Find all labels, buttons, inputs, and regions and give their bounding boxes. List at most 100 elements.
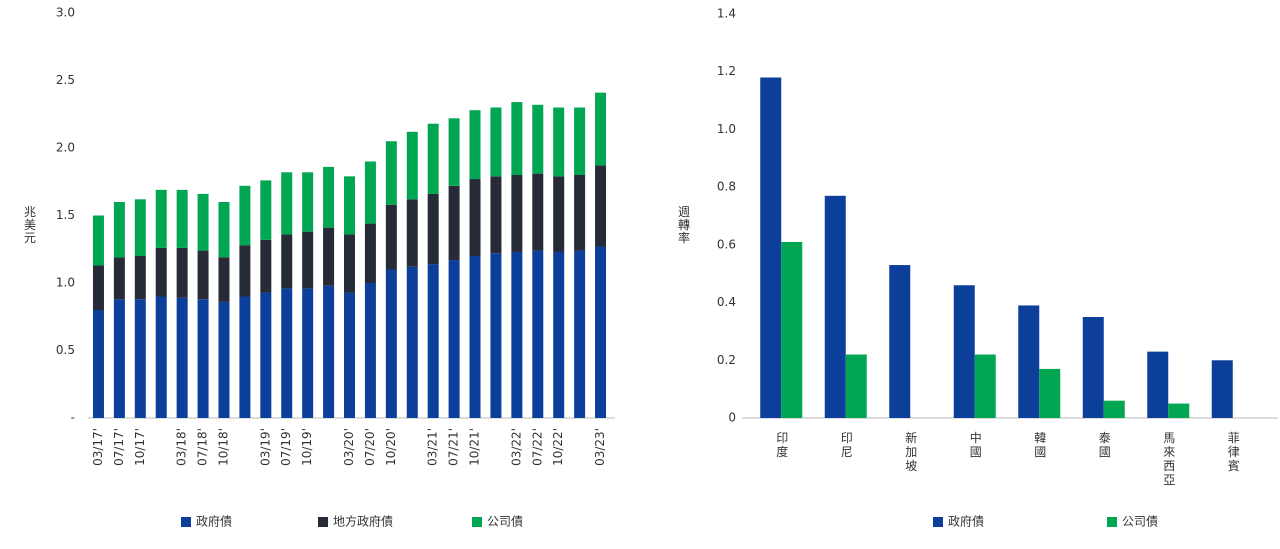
bar-segment: [553, 107, 565, 177]
bar-segment: [260, 292, 272, 418]
bar-segment: [532, 104, 544, 174]
bar: [1039, 368, 1061, 418]
bar-segment: [490, 253, 502, 418]
x-tick-label: 新加坡: [905, 430, 917, 473]
bar-segment: [490, 176, 502, 254]
x-tick-label: 07/18': [196, 428, 210, 466]
y-tick-label: 1.0: [56, 276, 75, 290]
bar-segment: [490, 107, 502, 177]
x-tick-label: 03/23': [593, 428, 607, 466]
x-tick-label: 10/20': [384, 428, 398, 466]
y-tick-label: 2.5: [56, 73, 75, 87]
bar-segment: [553, 251, 565, 418]
legend-swatch: [933, 517, 943, 527]
bar-segment: [239, 245, 251, 297]
y-tick-label: 0: [728, 411, 736, 425]
bar: [889, 265, 911, 418]
bar-segment: [155, 247, 167, 297]
x-tick-label: 泰國: [1099, 431, 1111, 459]
y-tick-label: 1.2: [717, 64, 736, 78]
bar-segment: [595, 246, 607, 418]
bar-segment: [385, 269, 397, 418]
y-tick-label: 0.4: [717, 295, 736, 309]
x-tick-label: 印度: [776, 431, 788, 459]
y-tick-label: 3.0: [56, 6, 75, 20]
bar-segment: [574, 250, 586, 418]
legend-label: 地方政府債: [333, 514, 393, 529]
bar-segment: [92, 310, 104, 418]
bar-segment: [281, 172, 293, 235]
y-tick-label: -: [71, 411, 75, 425]
y-tick-label: 0.5: [56, 343, 75, 357]
x-tick-label: 03/18': [175, 428, 189, 466]
bar-segment: [92, 215, 104, 266]
bar-segment: [595, 165, 607, 247]
bar-segment: [323, 166, 335, 228]
bar-segment: [511, 175, 523, 252]
x-tick-label: 10/18': [216, 428, 230, 466]
bar-segment: [155, 189, 167, 248]
bar-segment: [323, 285, 335, 418]
y-tick-label: 0.8: [717, 180, 736, 194]
bar: [1082, 317, 1104, 418]
bar-segment: [113, 299, 125, 418]
bar-segment: [134, 256, 146, 300]
bar-segment: [155, 296, 167, 418]
bar-segment: [448, 260, 460, 418]
x-tick-label: 菲律賓: [1228, 431, 1240, 473]
bar-segment: [427, 193, 439, 265]
bar-segment: [448, 118, 460, 186]
bar-segment: [176, 247, 188, 298]
bar-segment: [197, 299, 209, 418]
y-axis-label: 週轉率: [678, 205, 690, 245]
bar-segment: [197, 193, 209, 251]
x-tick-label: 07/21': [447, 428, 461, 466]
bar-segment: [113, 202, 125, 258]
y-tick-label: 1.5: [56, 208, 75, 222]
x-tick-label: 07/22': [530, 428, 544, 466]
bar-segment: [364, 161, 376, 224]
x-tick-label: 03/17': [91, 428, 105, 466]
bar-segment: [427, 123, 439, 194]
bar-segment: [511, 251, 523, 418]
legend-swatch: [472, 517, 482, 527]
y-tick-label: 1.4: [717, 7, 736, 21]
legend-label: 公司債: [1122, 514, 1158, 529]
bar-segment: [364, 283, 376, 418]
bar-segment: [574, 175, 586, 251]
legend-label: 政府債: [948, 514, 984, 529]
bar-segment: [595, 92, 607, 166]
bar-segment: [448, 185, 460, 261]
bar-segment: [532, 173, 544, 251]
bar-segment: [302, 288, 314, 418]
bar-segment: [239, 296, 251, 418]
bar-segment: [344, 234, 355, 293]
x-tick-label: 03/20': [342, 428, 356, 466]
bar-segment: [469, 256, 481, 418]
bar-segment: [218, 301, 230, 418]
bar-segment: [176, 297, 188, 418]
bar-segment: [532, 250, 544, 418]
bar: [1147, 351, 1169, 418]
bar: [824, 195, 846, 418]
x-tick-label: 10/17': [133, 428, 147, 466]
x-tick-label: 07/20': [363, 428, 377, 466]
bar: [1103, 400, 1125, 418]
bar-segment: [281, 288, 293, 418]
bar-segment: [176, 189, 188, 248]
x-tick-label: 馬來西亞: [1163, 431, 1175, 487]
bar-segment: [92, 265, 104, 310]
bar-segment: [385, 141, 397, 205]
bar-segment: [281, 234, 293, 289]
bar-segment: [427, 264, 439, 418]
bar-segment: [323, 227, 335, 286]
bar: [974, 354, 996, 418]
bar-segment: [134, 299, 146, 418]
x-tick-label: 中國: [970, 430, 982, 459]
bar: [1211, 360, 1233, 418]
bar-segment: [302, 172, 314, 232]
legend-label: 公司債: [487, 514, 523, 529]
bar-segment: [344, 292, 355, 418]
legend-swatch: [1107, 517, 1117, 527]
legend-swatch: [181, 517, 191, 527]
